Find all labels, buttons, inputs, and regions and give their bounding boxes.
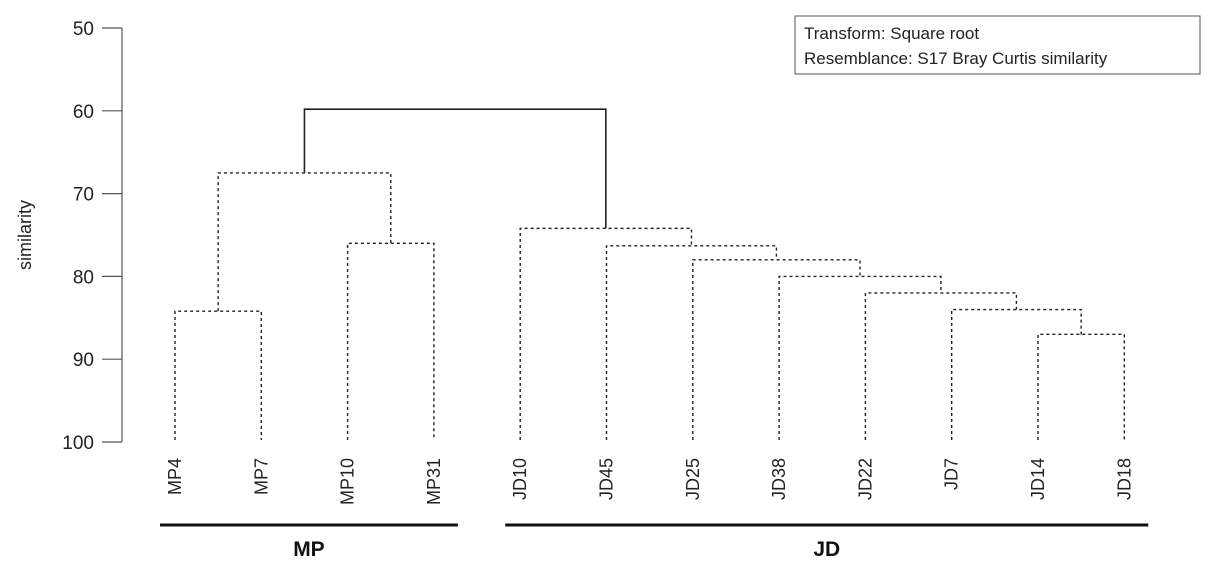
leaf-label: JD25 bbox=[683, 458, 703, 500]
dendrogram-link bbox=[692, 259, 861, 440]
y-tick-label: 50 bbox=[73, 19, 94, 40]
leaf-label: JD14 bbox=[1028, 458, 1048, 500]
y-tick-label: 60 bbox=[73, 102, 94, 123]
dendrogram-link bbox=[778, 275, 942, 440]
y-tick-label: 80 bbox=[73, 267, 94, 288]
dendrogram-link bbox=[605, 245, 778, 440]
dendrogram-link bbox=[864, 292, 1018, 440]
leaf-label: MP4 bbox=[165, 458, 185, 495]
dendrogram-links bbox=[174, 108, 1125, 440]
legend-line-resemblance: Resemblance: S17 Bray Curtis similarity bbox=[804, 49, 1108, 68]
leaf-label: JD18 bbox=[1114, 458, 1134, 500]
legend-box bbox=[794, 15, 1201, 75]
leaf-labels: MP4 MP7 MP10 MP31 JD10 JD45 JD25 JD38 JD22 JD7 JD1… bbox=[165, 458, 1134, 505]
y-axis: 50 60 70 80 90 100 bbox=[62, 19, 123, 454]
leaf-label: MP10 bbox=[338, 458, 358, 505]
dendrogram-link bbox=[1037, 333, 1125, 440]
dendrogram-link bbox=[217, 172, 392, 312]
leaf-label: JD22 bbox=[855, 458, 875, 500]
y-tick-label: 90 bbox=[73, 350, 94, 371]
legend-line-transform: Transform: Square root bbox=[804, 24, 979, 43]
group-label: MP bbox=[293, 538, 325, 561]
group-brackets: MP JD bbox=[160, 523, 1149, 561]
leaf-label: JD45 bbox=[597, 458, 617, 500]
y-tick-label: 100 bbox=[62, 433, 94, 454]
y-tick-label: 70 bbox=[73, 185, 94, 206]
leaf-label: MP31 bbox=[424, 458, 444, 505]
y-axis-label: similarity bbox=[15, 200, 35, 270]
leaf-label: JD38 bbox=[769, 458, 789, 500]
dendrogram-link bbox=[174, 310, 262, 440]
leaf-label: JD7 bbox=[942, 458, 962, 490]
legend: Transform: Square root Resemblance: S17 … bbox=[794, 15, 1201, 75]
dendrogram-link bbox=[346, 242, 435, 440]
dendrogram-link bbox=[519, 227, 693, 440]
dendrogram-link bbox=[951, 308, 1082, 440]
dendrogram-link bbox=[303, 108, 607, 229]
leaf-label: MP7 bbox=[251, 458, 271, 495]
group-label: JD bbox=[813, 538, 840, 561]
leaf-label: JD10 bbox=[510, 458, 530, 500]
